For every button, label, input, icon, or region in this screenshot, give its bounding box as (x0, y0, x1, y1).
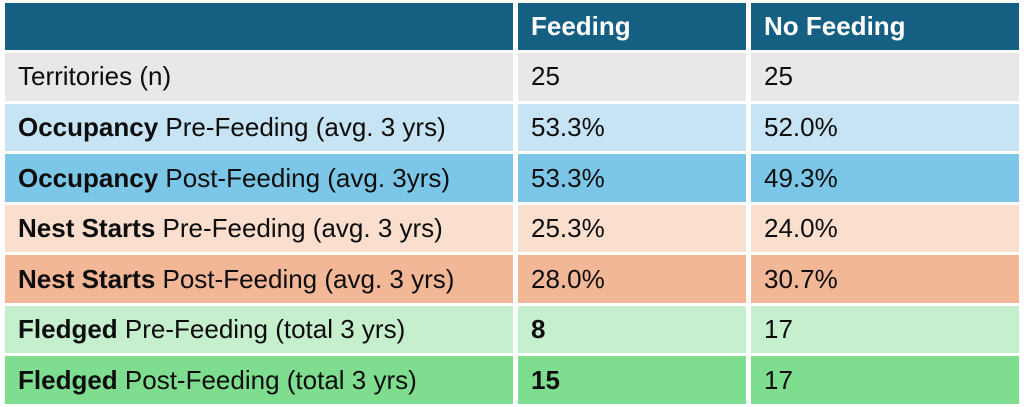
row-label-rest: Pre-Feeding (avg. 3 yrs) (158, 112, 446, 143)
table-row-nest-starts-post: Nest Starts Post-Feeding (avg. 3 yrs) 28… (5, 255, 1019, 303)
feeding-value: 25.3% (518, 204, 746, 253)
table-row-fledged-pre: Fledged Pre-Feeding (total 3 yrs) 8 17 (5, 305, 1019, 354)
table-row-nest-starts-pre: Nest Starts Pre-Feeding (avg. 3 yrs) 25.… (5, 204, 1019, 253)
row-label-bold: Nest Starts (18, 263, 156, 294)
header-row: Feeding No Feeding (5, 3, 1019, 50)
row-label-bold: Occupancy (18, 112, 159, 143)
table-row-territories: Territories (n) 25 25 (5, 53, 1019, 101)
row-label-rest: Post-Feeding (total 3 yrs) (117, 364, 417, 395)
no-feeding-value: 24.0% (751, 204, 1019, 253)
header-cell-blank (5, 3, 513, 50)
header-cell-feeding: Feeding (518, 3, 746, 50)
row-label: Territories (n) (5, 53, 513, 101)
no-feeding-value: 17 (751, 305, 1019, 354)
row-label: Occupancy Post-Feeding (avg. 3yrs) (5, 154, 513, 202)
feeding-value: 28.0% (518, 255, 746, 303)
row-label-rest: Pre-Feeding (avg. 3 yrs) (155, 213, 443, 244)
row-label: Occupancy Pre-Feeding (avg. 3 yrs) (5, 103, 513, 152)
table-row-occupancy-pre: Occupancy Pre-Feeding (avg. 3 yrs) 53.3%… (5, 103, 1019, 152)
row-label-rest: Territories (n) (18, 61, 172, 92)
no-feeding-value: 49.3% (751, 154, 1019, 202)
row-label-rest: Post-Feeding (avg. 3 yrs) (155, 263, 455, 294)
row-label-bold: Fledged (18, 314, 118, 345)
row-label-bold: Fledged (18, 364, 118, 395)
feeding-value: 15 (518, 356, 746, 404)
row-label-rest: Post-Feeding (avg. 3yrs) (158, 162, 451, 193)
feeding-value: 53.3% (518, 154, 746, 202)
row-label-bold: Occupancy (18, 162, 159, 193)
no-feeding-value: 25 (751, 53, 1019, 101)
row-label-bold: Nest Starts (18, 213, 156, 244)
no-feeding-value: 17 (751, 356, 1019, 404)
row-label-rest: Pre-Feeding (total 3 yrs) (117, 314, 406, 345)
no-feeding-value: 30.7% (751, 255, 1019, 303)
feeding-value: 25 (518, 53, 746, 101)
table-row-fledged-post: Fledged Post-Feeding (total 3 yrs) 15 17 (5, 356, 1019, 404)
row-label: Fledged Post-Feeding (total 3 yrs) (5, 356, 513, 404)
table-row-occupancy-post: Occupancy Post-Feeding (avg. 3yrs) 53.3%… (5, 154, 1019, 202)
feeding-value: 53.3% (518, 103, 746, 152)
header-cell-no-feeding: No Feeding (751, 3, 1019, 50)
row-label: Nest Starts Pre-Feeding (avg. 3 yrs) (5, 204, 513, 253)
feeding-value: 8 (518, 305, 746, 354)
no-feeding-value: 52.0% (751, 103, 1019, 152)
row-label: Nest Starts Post-Feeding (avg. 3 yrs) (5, 255, 513, 303)
row-label: Fledged Pre-Feeding (total 3 yrs) (5, 305, 513, 354)
